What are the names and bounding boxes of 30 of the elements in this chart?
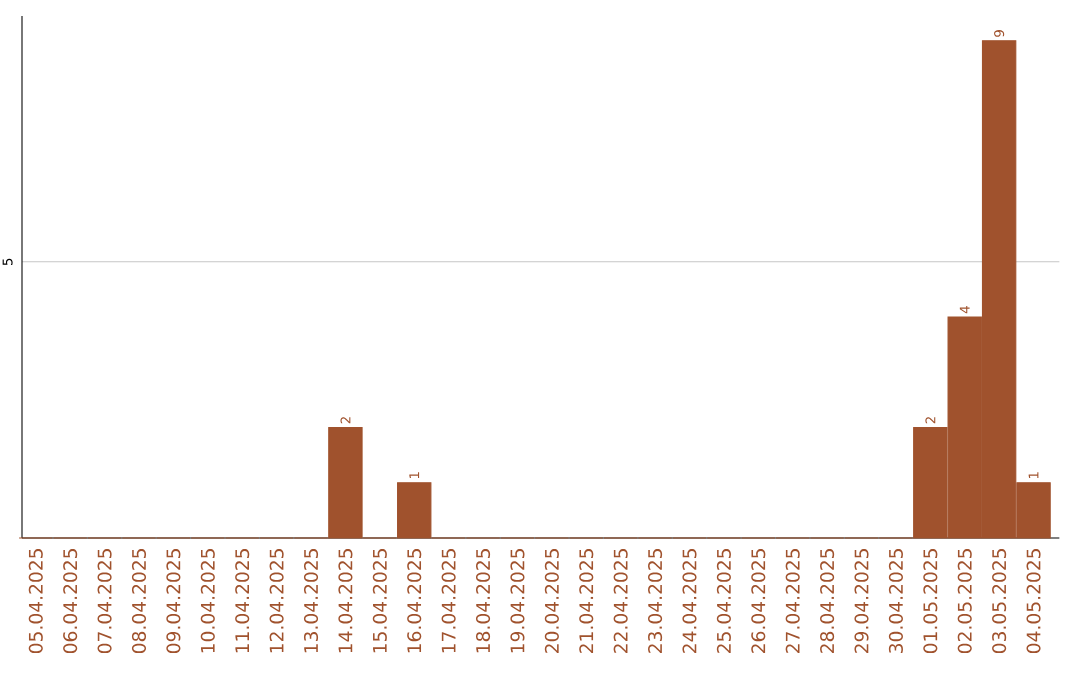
x-tick-label: 22.04.2025: [613, 549, 628, 653]
x-tick-label: 19.04.2025: [510, 549, 525, 653]
x-tick-label: 10.04.2025: [200, 549, 215, 653]
x-tick-label: 29.04.2025: [854, 549, 869, 653]
x-tick-label: 27.04.2025: [785, 549, 800, 653]
x-tick-label: 28.04.2025: [820, 549, 835, 653]
x-tick-label: 11.04.2025: [235, 549, 250, 653]
x-tick-label: 13.04.2025: [303, 549, 319, 653]
x-tick-label: 06.04.2025: [63, 549, 78, 654]
x-tick-label: 21.04.2025: [579, 549, 594, 653]
x-tick-label: 23.04.2025: [648, 549, 663, 653]
x-tick-label: 08.04.2025: [131, 549, 147, 654]
x-tick-label: 09.04.2025: [166, 549, 181, 654]
x-tick-label: 05.04.2025: [28, 549, 43, 654]
x-tick-label: 14.04.2025: [338, 549, 353, 653]
x-tick-label: 24.04.2025: [682, 549, 697, 653]
x-tick-label: 18.04.2025: [475, 549, 491, 653]
x-tick-label: 02.05.2025: [957, 549, 972, 654]
x-tick-label: 03.05.2025: [992, 549, 1007, 654]
x-tick-label: 17.04.2025: [441, 549, 456, 653]
x-tick-label: 07.04.2025: [97, 549, 112, 654]
x-tick-label: 01.05.2025: [923, 549, 938, 654]
x-tick-label: 26.04.2025: [751, 549, 766, 653]
x-tick-label: 30.04.2025: [888, 549, 903, 653]
x-tick-label: 25.04.2025: [716, 549, 731, 653]
x-tick-label: 04.05.2025: [1026, 549, 1041, 654]
x-tick-label: 12.04.2025: [269, 549, 284, 653]
x-tick-label: 16.04.2025: [407, 549, 422, 653]
x-tick-label: 20.04.2025: [544, 549, 559, 653]
x-tick-label: 15.04.2025: [372, 549, 387, 653]
